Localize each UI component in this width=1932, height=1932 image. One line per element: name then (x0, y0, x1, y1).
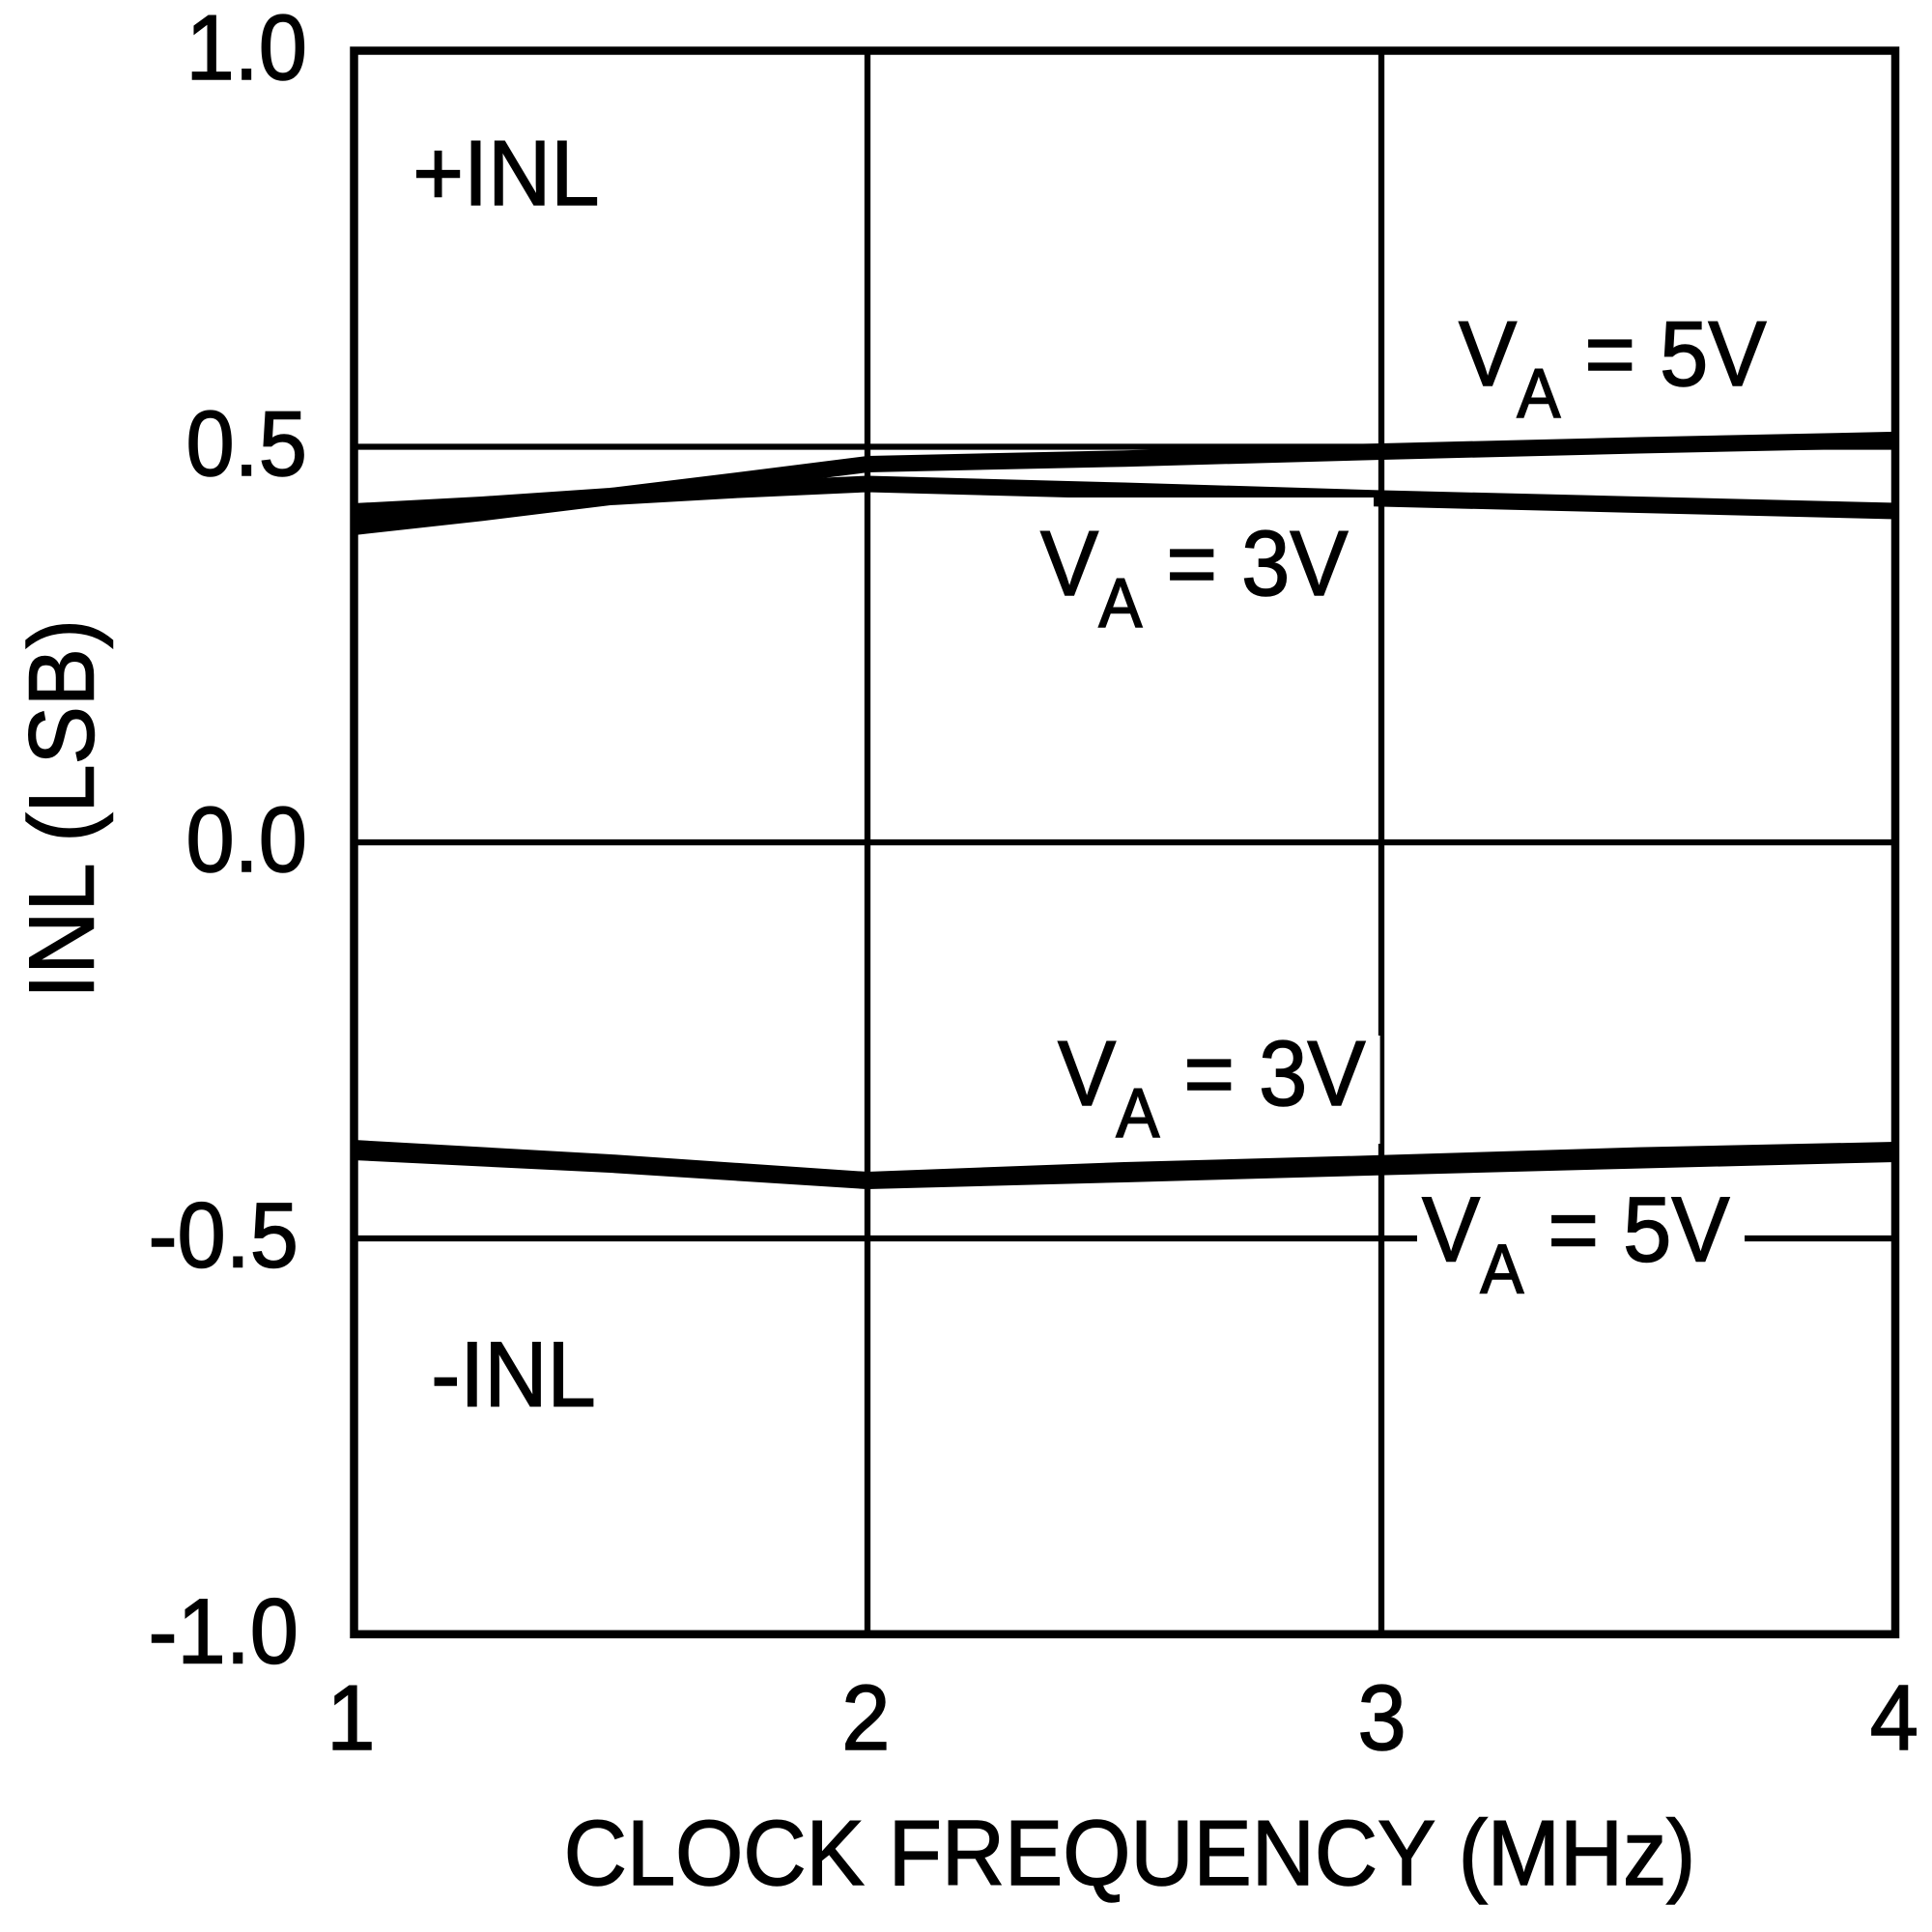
svg-text:1: 1 (327, 1665, 375, 1769)
svg-text:0.5: 0.5 (186, 391, 307, 495)
svg-text:4: 4 (1870, 1665, 1918, 1769)
svg-text:0.0: 0.0 (186, 787, 307, 891)
svg-text:-0.5: -0.5 (149, 1183, 298, 1287)
svg-text:INL (LSB): INL (LSB) (10, 619, 113, 999)
svg-text:1.0: 1.0 (186, 0, 307, 99)
svg-text:-INL: -INL (431, 1322, 595, 1426)
svg-text:3: 3 (1358, 1665, 1406, 1769)
svg-text:+INL: +INL (412, 121, 599, 224)
svg-text:-1.0: -1.0 (149, 1579, 298, 1683)
svg-text:CLOCK FREQUENCY (MHz): CLOCK FREQUENCY (MHz) (564, 1801, 1695, 1904)
svg-text:VA = 5V: VA = 5V (1459, 301, 1767, 432)
svg-text:2: 2 (841, 1665, 890, 1769)
